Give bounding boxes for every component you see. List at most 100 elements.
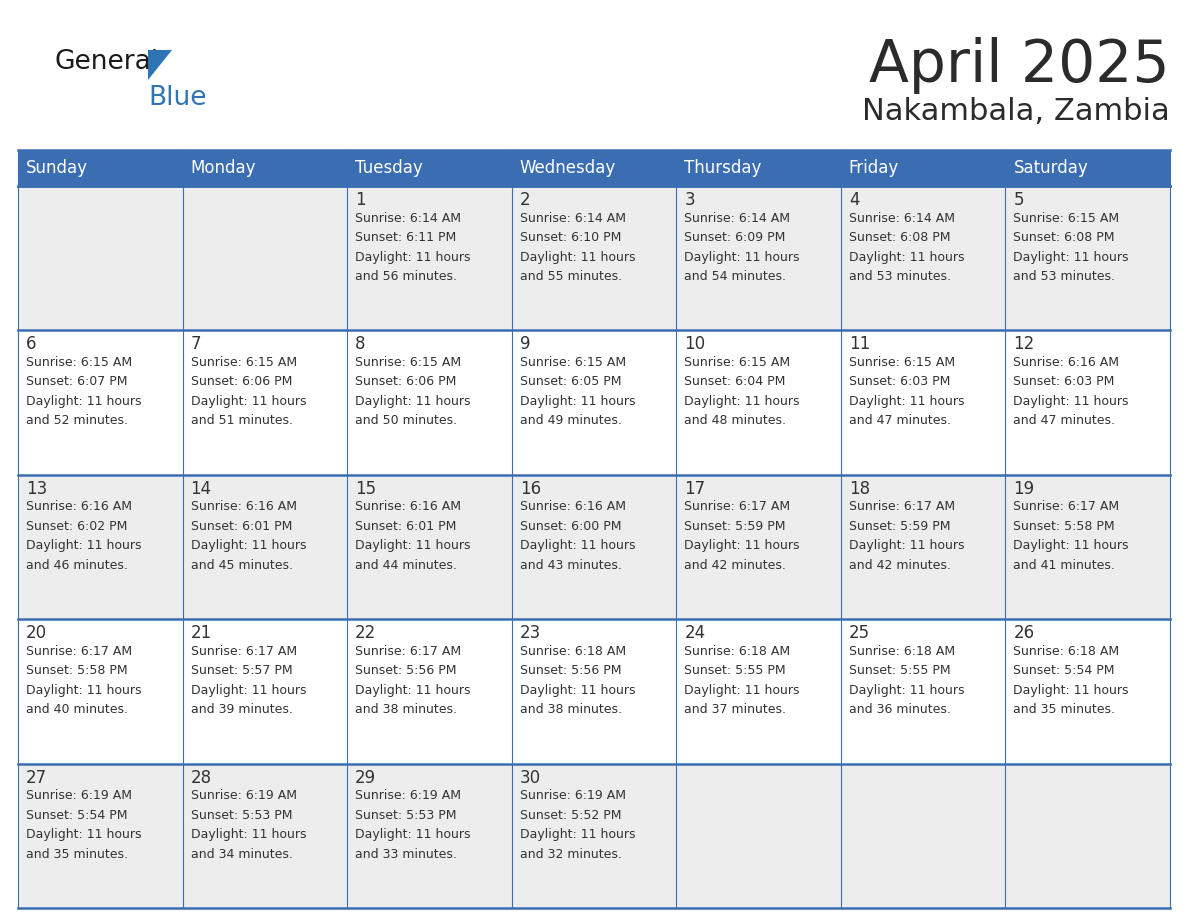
Bar xyxy=(512,186,676,330)
Bar xyxy=(18,764,183,908)
Text: Sunset: 5:53 PM: Sunset: 5:53 PM xyxy=(190,809,292,822)
Bar xyxy=(512,150,676,186)
Text: Sunset: 6:06 PM: Sunset: 6:06 PM xyxy=(355,375,456,388)
Text: Sunrise: 6:16 AM: Sunrise: 6:16 AM xyxy=(190,500,297,513)
Text: Sunset: 6:07 PM: Sunset: 6:07 PM xyxy=(26,375,127,388)
Text: Sunset: 5:59 PM: Sunset: 5:59 PM xyxy=(849,520,950,532)
Bar xyxy=(18,620,183,764)
Bar xyxy=(18,150,183,186)
Text: Sunrise: 6:15 AM: Sunrise: 6:15 AM xyxy=(519,356,626,369)
Text: Sunrise: 6:17 AM: Sunrise: 6:17 AM xyxy=(849,500,955,513)
Text: Nakambala, Zambia: Nakambala, Zambia xyxy=(862,97,1170,127)
Text: Sunset: 5:56 PM: Sunset: 5:56 PM xyxy=(355,665,456,677)
Text: Daylight: 11 hours: Daylight: 11 hours xyxy=(684,251,800,263)
Text: Daylight: 11 hours: Daylight: 11 hours xyxy=(849,684,965,697)
Text: Sunrise: 6:14 AM: Sunrise: 6:14 AM xyxy=(849,211,955,225)
Text: and 51 minutes.: and 51 minutes. xyxy=(190,414,292,428)
Text: Daylight: 11 hours: Daylight: 11 hours xyxy=(849,539,965,553)
Bar xyxy=(347,475,512,620)
Text: Daylight: 11 hours: Daylight: 11 hours xyxy=(355,539,470,553)
Text: Sunset: 6:08 PM: Sunset: 6:08 PM xyxy=(849,231,950,244)
Bar xyxy=(512,620,676,764)
Text: Blue: Blue xyxy=(148,85,207,111)
Text: and 53 minutes.: and 53 minutes. xyxy=(1013,270,1116,283)
Text: 20: 20 xyxy=(26,624,48,643)
Bar xyxy=(676,620,841,764)
Text: Sunset: 5:57 PM: Sunset: 5:57 PM xyxy=(190,665,292,677)
Bar xyxy=(347,620,512,764)
Polygon shape xyxy=(148,50,172,80)
Text: 6: 6 xyxy=(26,335,37,353)
Text: Sunrise: 6:18 AM: Sunrise: 6:18 AM xyxy=(1013,644,1119,657)
Text: 21: 21 xyxy=(190,624,211,643)
Text: and 49 minutes.: and 49 minutes. xyxy=(519,414,621,428)
Text: Sunrise: 6:14 AM: Sunrise: 6:14 AM xyxy=(684,211,790,225)
Bar xyxy=(841,620,1005,764)
Text: 16: 16 xyxy=(519,480,541,498)
Text: Sunset: 5:59 PM: Sunset: 5:59 PM xyxy=(684,520,785,532)
Bar xyxy=(841,330,1005,475)
Text: Daylight: 11 hours: Daylight: 11 hours xyxy=(1013,395,1129,408)
Text: and 44 minutes.: and 44 minutes. xyxy=(355,559,457,572)
Bar xyxy=(841,186,1005,330)
Text: Sunset: 5:58 PM: Sunset: 5:58 PM xyxy=(26,665,127,677)
Text: Monday: Monday xyxy=(190,159,257,177)
Text: Sunrise: 6:19 AM: Sunrise: 6:19 AM xyxy=(355,789,461,802)
Text: 13: 13 xyxy=(26,480,48,498)
Text: and 52 minutes.: and 52 minutes. xyxy=(26,414,128,428)
Text: Sunrise: 6:15 AM: Sunrise: 6:15 AM xyxy=(684,356,790,369)
Bar xyxy=(1005,186,1170,330)
Text: Daylight: 11 hours: Daylight: 11 hours xyxy=(355,395,470,408)
Bar xyxy=(676,150,841,186)
Text: April 2025: April 2025 xyxy=(870,37,1170,94)
Text: Sunday: Sunday xyxy=(26,159,88,177)
Text: Daylight: 11 hours: Daylight: 11 hours xyxy=(1013,684,1129,697)
Text: and 43 minutes.: and 43 minutes. xyxy=(519,559,621,572)
Text: Sunset: 6:00 PM: Sunset: 6:00 PM xyxy=(519,520,621,532)
Text: Sunset: 5:55 PM: Sunset: 5:55 PM xyxy=(849,665,950,677)
Text: Daylight: 11 hours: Daylight: 11 hours xyxy=(1013,539,1129,553)
Bar xyxy=(183,186,347,330)
Text: Sunrise: 6:17 AM: Sunrise: 6:17 AM xyxy=(1013,500,1119,513)
Bar xyxy=(1005,475,1170,620)
Bar xyxy=(1005,764,1170,908)
Bar xyxy=(512,330,676,475)
Text: Sunset: 6:03 PM: Sunset: 6:03 PM xyxy=(849,375,950,388)
Text: Daylight: 11 hours: Daylight: 11 hours xyxy=(684,684,800,697)
Text: Daylight: 11 hours: Daylight: 11 hours xyxy=(190,684,307,697)
Text: and 50 minutes.: and 50 minutes. xyxy=(355,414,457,428)
Text: Sunset: 6:01 PM: Sunset: 6:01 PM xyxy=(355,520,456,532)
Text: Daylight: 11 hours: Daylight: 11 hours xyxy=(190,828,307,841)
Bar xyxy=(18,186,183,330)
Bar xyxy=(183,330,347,475)
Text: Sunrise: 6:14 AM: Sunrise: 6:14 AM xyxy=(519,211,626,225)
Bar xyxy=(676,475,841,620)
Text: Sunrise: 6:19 AM: Sunrise: 6:19 AM xyxy=(190,789,297,802)
Text: Sunrise: 6:18 AM: Sunrise: 6:18 AM xyxy=(849,644,955,657)
Text: Sunset: 5:53 PM: Sunset: 5:53 PM xyxy=(355,809,456,822)
Text: 24: 24 xyxy=(684,624,706,643)
Text: 15: 15 xyxy=(355,480,377,498)
Text: Daylight: 11 hours: Daylight: 11 hours xyxy=(519,539,636,553)
Text: 2: 2 xyxy=(519,191,530,209)
Text: Sunset: 5:58 PM: Sunset: 5:58 PM xyxy=(1013,520,1116,532)
Text: Sunrise: 6:15 AM: Sunrise: 6:15 AM xyxy=(1013,211,1119,225)
Bar xyxy=(1005,620,1170,764)
Text: 22: 22 xyxy=(355,624,377,643)
Bar xyxy=(347,150,512,186)
Bar xyxy=(183,475,347,620)
Text: Daylight: 11 hours: Daylight: 11 hours xyxy=(190,395,307,408)
Text: Sunrise: 6:17 AM: Sunrise: 6:17 AM xyxy=(355,644,461,657)
Text: Daylight: 11 hours: Daylight: 11 hours xyxy=(26,684,141,697)
Text: Daylight: 11 hours: Daylight: 11 hours xyxy=(26,395,141,408)
Text: Daylight: 11 hours: Daylight: 11 hours xyxy=(684,395,800,408)
Text: and 35 minutes.: and 35 minutes. xyxy=(1013,703,1116,716)
Text: Daylight: 11 hours: Daylight: 11 hours xyxy=(26,828,141,841)
Text: Daylight: 11 hours: Daylight: 11 hours xyxy=(26,539,141,553)
Text: Sunrise: 6:15 AM: Sunrise: 6:15 AM xyxy=(26,356,132,369)
Text: Daylight: 11 hours: Daylight: 11 hours xyxy=(849,395,965,408)
Text: 8: 8 xyxy=(355,335,366,353)
Text: 10: 10 xyxy=(684,335,706,353)
Text: and 55 minutes.: and 55 minutes. xyxy=(519,270,621,283)
Text: 29: 29 xyxy=(355,768,377,787)
